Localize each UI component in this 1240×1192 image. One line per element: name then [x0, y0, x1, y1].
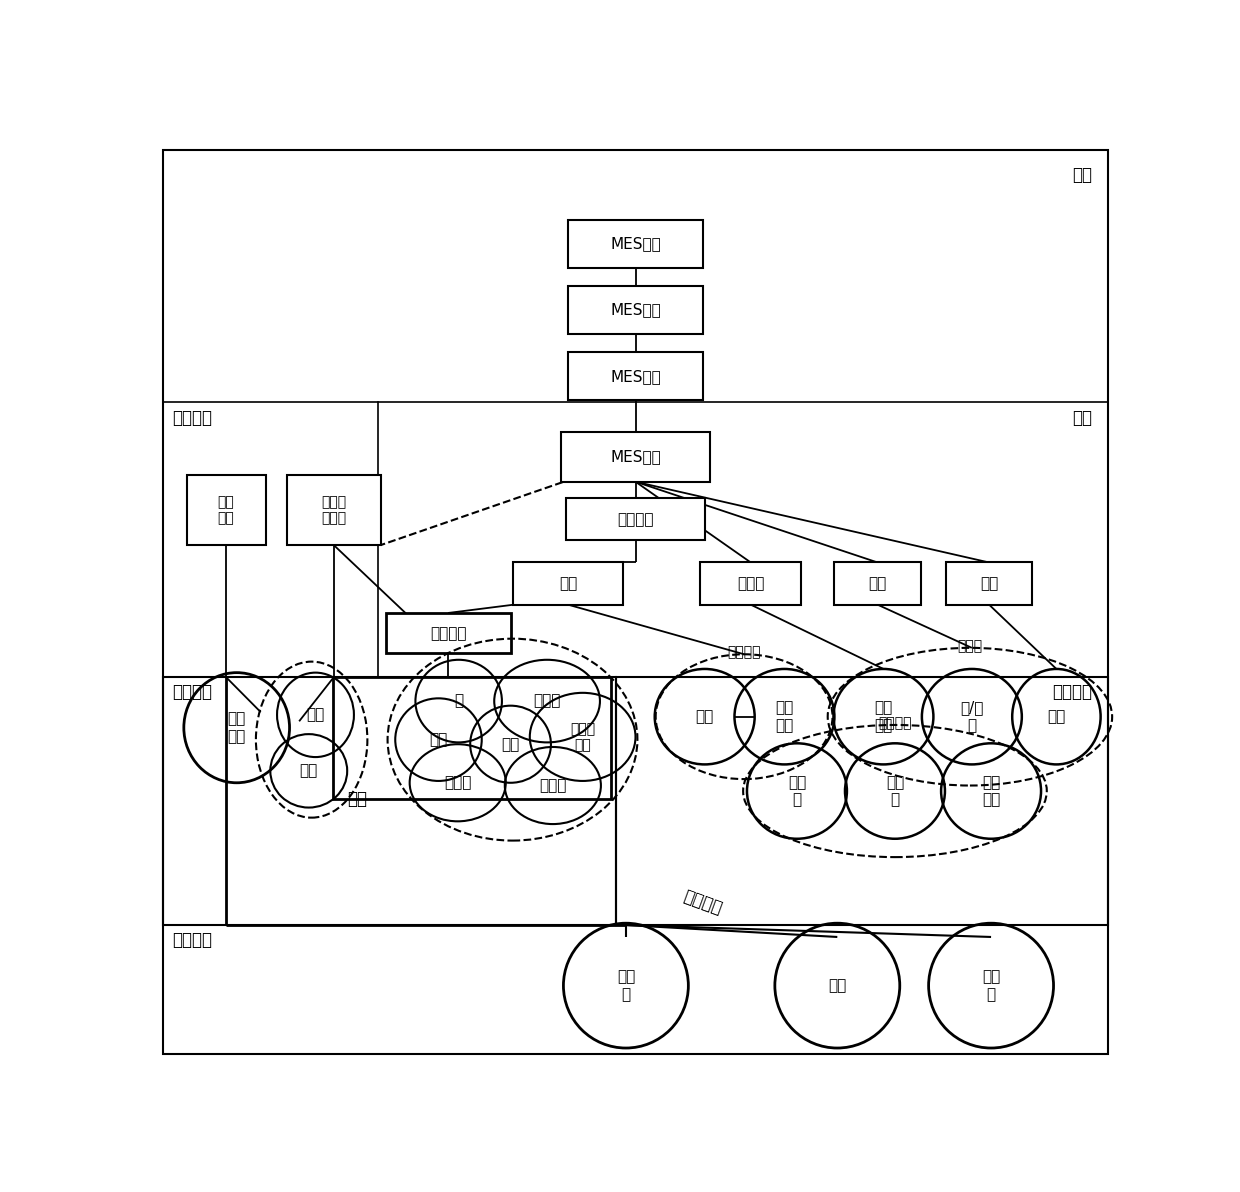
Text: 罐区: 罐区: [868, 576, 887, 591]
FancyBboxPatch shape: [701, 563, 801, 604]
Text: 区域: 区域: [1071, 409, 1092, 427]
Text: 换热器: 换热器: [533, 694, 560, 708]
Text: 阀门: 阀门: [306, 707, 325, 722]
FancyBboxPatch shape: [946, 563, 1033, 604]
Text: 裂解炉: 裂解炉: [539, 778, 567, 793]
Text: 衡器: 衡器: [828, 979, 847, 993]
Text: 罐检
尺: 罐检 尺: [982, 969, 1001, 1001]
Text: 能源节点: 能源节点: [172, 683, 212, 701]
FancyBboxPatch shape: [560, 433, 711, 482]
Text: MES区域: MES区域: [610, 449, 661, 465]
Text: 逻辑罐: 逻辑罐: [957, 639, 982, 653]
Text: 计算模型: 计算模型: [681, 887, 724, 918]
Text: MES工厂: MES工厂: [610, 303, 661, 317]
Text: MES车间: MES车间: [610, 368, 661, 384]
Text: 仓库: 仓库: [980, 576, 998, 591]
Text: 测量仪表: 测量仪表: [172, 931, 212, 949]
Text: 管道: 管道: [300, 763, 317, 778]
Text: 设备: 设备: [347, 790, 367, 808]
Text: 能源核
算单元: 能源核 算单元: [321, 495, 346, 526]
Text: 计量
节点: 计量 节点: [982, 775, 1001, 807]
Text: 界区
节点: 界区 节点: [775, 701, 794, 733]
Text: 装卸台: 装卸台: [737, 576, 765, 591]
Text: 进出
厂点: 进出 厂点: [874, 701, 893, 733]
FancyBboxPatch shape: [286, 476, 381, 545]
Text: MES企业: MES企业: [610, 236, 661, 252]
Text: 装置: 装置: [559, 576, 578, 591]
Text: 组织: 组织: [1071, 166, 1092, 184]
FancyBboxPatch shape: [386, 613, 511, 653]
FancyBboxPatch shape: [568, 221, 703, 268]
FancyBboxPatch shape: [568, 353, 703, 401]
FancyBboxPatch shape: [565, 498, 706, 540]
Bar: [616, 677, 1109, 925]
Text: 罐/料
仓: 罐/料 仓: [960, 701, 983, 733]
Text: 能源区域: 能源区域: [172, 409, 212, 427]
Text: 生产单元: 生产单元: [430, 626, 466, 640]
Text: 流量
计: 流量 计: [616, 969, 635, 1001]
Text: 能源
管网: 能源 管网: [218, 495, 234, 526]
Text: 烟机: 烟机: [501, 737, 520, 752]
FancyBboxPatch shape: [568, 286, 703, 334]
Text: 透平: 透平: [429, 732, 448, 747]
Text: 侧线: 侧线: [696, 709, 714, 725]
Text: 减温减
压器: 减温减 压器: [570, 722, 595, 752]
FancyBboxPatch shape: [513, 563, 624, 604]
FancyBboxPatch shape: [835, 563, 921, 604]
Text: 装置界区: 装置界区: [618, 511, 653, 527]
Text: 互供
点: 互供 点: [787, 775, 806, 807]
Bar: [162, 677, 616, 925]
Text: 能源
节点: 能源 节点: [228, 712, 246, 744]
Text: 逻辑节点: 逻辑节点: [878, 716, 911, 731]
Text: 库位: 库位: [1048, 709, 1065, 725]
Text: 压缩机: 压缩机: [444, 775, 471, 790]
Text: 汇流
点: 汇流 点: [885, 775, 904, 807]
Text: 物理节点: 物理节点: [1052, 683, 1092, 701]
Bar: [332, 677, 611, 800]
Text: 泵: 泵: [454, 694, 464, 708]
Text: 逻辑装置: 逻辑装置: [728, 645, 761, 659]
FancyBboxPatch shape: [187, 476, 265, 545]
